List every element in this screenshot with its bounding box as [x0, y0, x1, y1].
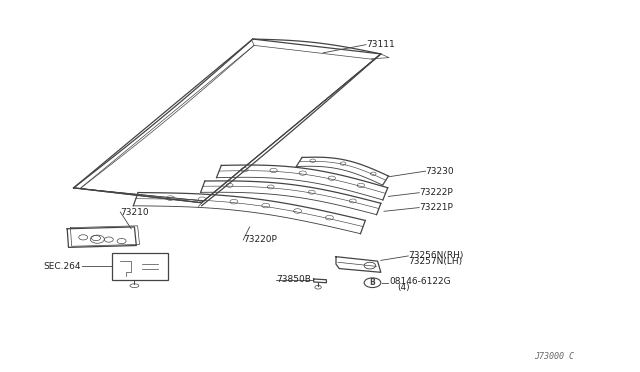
Text: B: B [370, 278, 375, 287]
Bar [112, 253, 168, 280]
Text: 73210: 73210 [120, 208, 149, 217]
Text: 73850B: 73850B [276, 275, 311, 284]
Text: 73222P: 73222P [419, 188, 453, 197]
Text: 73230: 73230 [426, 167, 454, 176]
Text: 08146-6122G: 08146-6122G [389, 277, 451, 286]
Text: 73257N(LH): 73257N(LH) [408, 257, 463, 266]
Text: SEC.264: SEC.264 [43, 262, 81, 271]
Text: 73111: 73111 [366, 40, 395, 49]
Text: 73220P: 73220P [243, 235, 277, 244]
Text: (4): (4) [397, 283, 410, 292]
Text: 73221P: 73221P [419, 203, 453, 212]
Text: J73000 C: J73000 C [534, 352, 575, 361]
Text: 73256N(RH): 73256N(RH) [408, 251, 464, 260]
